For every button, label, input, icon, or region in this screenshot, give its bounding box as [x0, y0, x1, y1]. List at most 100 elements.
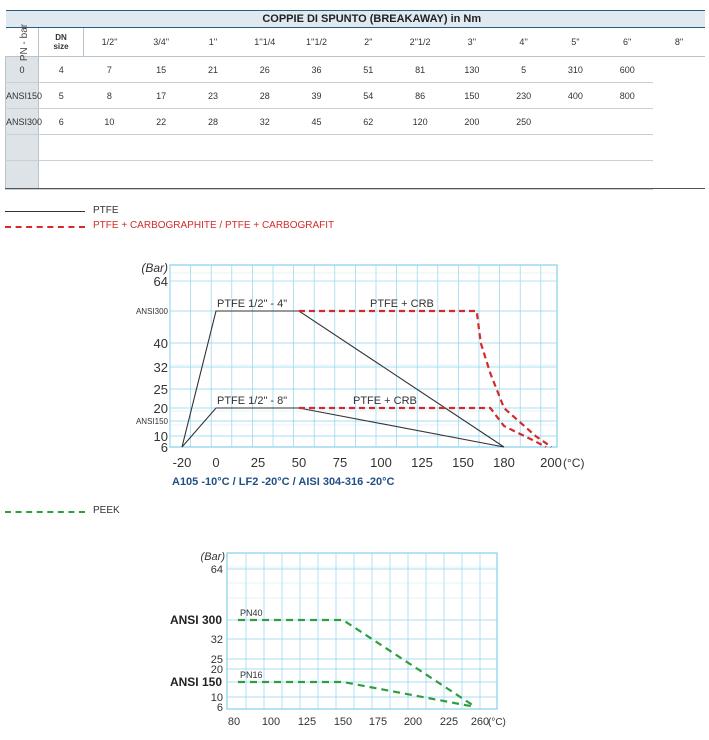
y-tick-label: 64	[211, 564, 223, 576]
table-cell	[238, 134, 291, 161]
y-tick-label: 20	[211, 664, 223, 676]
y-unit-label: (Bar)	[141, 261, 168, 275]
table-cell	[238, 160, 291, 190]
table-cell: 54	[342, 82, 395, 109]
label-ptfe-top: PTFE 1/2" - 4"	[217, 298, 287, 310]
table-cell	[601, 160, 654, 190]
table-cell	[497, 160, 550, 190]
label-crb-top: PTFE + CRB	[370, 298, 434, 310]
x-tick-label: 150	[334, 716, 352, 728]
legend-carbo-label: PTFE + CARBOGRAPHITE / PTFE + CARBOGRAFI…	[93, 220, 334, 231]
table-row: 0 4 7 15 21 26 36 51 81 130 5 310 600	[5, 56, 706, 83]
legend-ptfe-solid-line	[5, 211, 85, 212]
legend-peek: PEEK	[5, 504, 205, 518]
x-tick-label: 125	[411, 455, 433, 470]
table-cell: 28	[238, 82, 291, 109]
table-cell	[394, 134, 446, 161]
table-cell: 15	[135, 56, 188, 83]
table-cell: 150	[445, 82, 498, 109]
table-cell: 45	[290, 108, 343, 135]
table-cell	[445, 160, 498, 190]
x-tick-label: 100	[262, 716, 280, 728]
y-tick-label: 32	[211, 634, 223, 646]
y-tick-label: 6	[161, 440, 168, 455]
y-unit-label: (Bar)	[201, 551, 226, 563]
y-tick-label: 32	[154, 360, 168, 375]
column-header: 5''	[549, 27, 602, 57]
table-cell: 200	[445, 108, 498, 135]
legend-peek-label: PEEK	[93, 505, 120, 516]
table-row	[5, 160, 706, 190]
table-cell: 86	[394, 82, 446, 109]
table-cell	[549, 160, 602, 190]
series-line-2	[299, 309, 553, 448]
table-cell	[549, 134, 602, 161]
x-tick-label: 75	[333, 455, 347, 470]
y-tick-label: 40	[154, 336, 168, 351]
y-tick-label: 20	[154, 401, 168, 416]
x-tick-label: 100	[370, 455, 392, 470]
table-cell: 120	[394, 108, 446, 135]
row-label: 0	[5, 56, 39, 83]
label-pn40: PN40	[240, 608, 263, 618]
column-header: 8''	[653, 27, 705, 57]
table-cell	[549, 108, 602, 135]
table-cell	[290, 134, 343, 161]
series-line-1	[238, 680, 476, 709]
x-unit-label: (°C)	[488, 717, 506, 728]
table-cell: 8	[83, 82, 136, 109]
table-cell	[445, 134, 498, 161]
row-label: ANSI300	[5, 108, 42, 135]
table-cell	[38, 134, 84, 161]
legend-carbo-label-1: PTFE + CARBOGRAPHITE	[93, 220, 217, 231]
y-tick-label: ANSI 300	[170, 613, 222, 627]
x-tick-label: 200	[540, 455, 562, 470]
x-tick-label: 150	[452, 455, 474, 470]
table-cell: 23	[187, 82, 239, 109]
column-header: 3/4''	[135, 27, 188, 57]
table-cell	[342, 134, 395, 161]
table-cell: 400	[549, 82, 602, 109]
column-header: 3''	[445, 27, 498, 57]
table-cell	[342, 160, 395, 190]
table-cell: 28	[187, 108, 239, 135]
label-pn16: PN16	[240, 670, 263, 680]
x-tick-label: 200	[404, 716, 422, 728]
table-cell: 5	[38, 82, 84, 109]
column-header: 1/2''	[83, 27, 136, 57]
table-row	[5, 134, 706, 161]
label-ptfe-bottom: PTFE 1/2" - 8"	[217, 395, 287, 407]
table-cell	[135, 134, 188, 161]
table-cell	[38, 160, 84, 190]
table-title-spacer	[5, 10, 39, 28]
y-tick-label: 64	[154, 274, 168, 289]
column-header: 1''1/4	[238, 27, 291, 57]
x-tick-label: 260	[471, 716, 489, 728]
table-cell: 62	[342, 108, 395, 135]
breakaway-torque-table: COPPIE DI SPUNTO (BREAKAWAY) in Nm PN - …	[5, 10, 705, 190]
column-header: 2''	[342, 27, 395, 57]
table-cell: 21	[187, 56, 239, 83]
table-cell: 32	[238, 108, 291, 135]
table-cell: 250	[497, 108, 550, 135]
y-tick-label: ANSI150	[136, 417, 169, 426]
table-cell: 39	[290, 82, 343, 109]
pn-bar-side-label: PN - bar	[5, 23, 39, 61]
y-tick-label: ANSI300	[136, 307, 169, 316]
table-cell: 26	[238, 56, 291, 83]
table-row: ANSI150 5 8 17 23 28 39 54 86 150 230 400 800	[5, 82, 706, 109]
row-label	[5, 134, 39, 161]
y-tick-label: 6	[217, 702, 223, 714]
table-cell	[601, 134, 654, 161]
table-cell: 310	[549, 56, 602, 83]
table-cell: 10	[83, 108, 136, 135]
y-tick-label: 25	[154, 382, 168, 397]
series-line-0	[181, 310, 505, 448]
x-tick-label: -20	[173, 455, 192, 470]
table-cell: 230	[497, 82, 550, 109]
table-cell: 51	[342, 56, 395, 83]
table-cell: 36	[290, 56, 343, 83]
x-tick-label: 80	[228, 716, 240, 728]
